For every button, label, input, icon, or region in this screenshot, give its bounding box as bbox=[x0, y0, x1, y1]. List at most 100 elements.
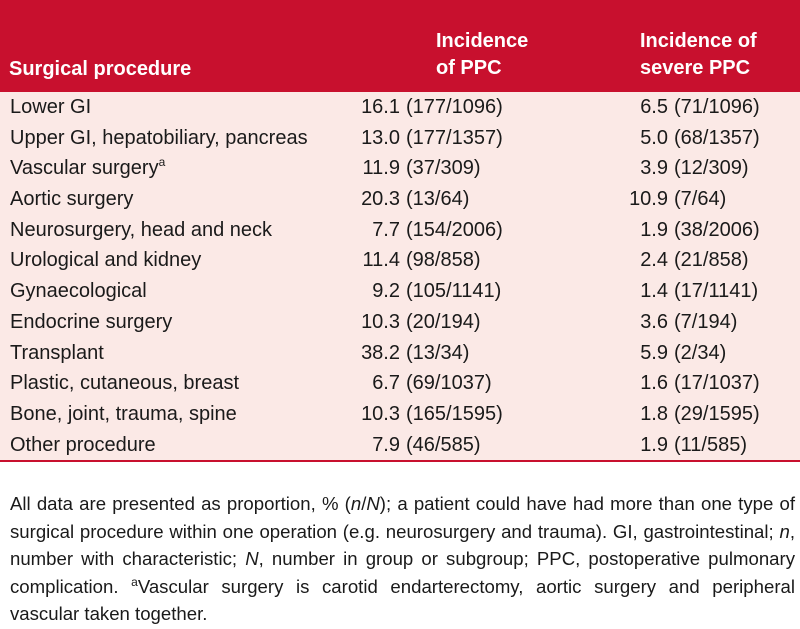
incidence-percent-cell: 10.3 bbox=[361, 307, 400, 338]
severe-percent-cell-text: 1.9 bbox=[640, 218, 668, 241]
incidence-fraction-cell: (69/1037) bbox=[406, 368, 492, 399]
severe-fraction-cell-text: (38/2006) bbox=[674, 218, 760, 241]
incidence-percent-cell: 7.9 bbox=[372, 430, 400, 461]
incidence-percent-cell-text: 13.0 bbox=[361, 126, 400, 149]
severe-fraction-cell: (38/2006) bbox=[674, 215, 760, 246]
incidence-percent-cell: 9.2 bbox=[372, 276, 400, 307]
table-row: Urological and kidney 11.4 (98/858) 2.4 (21/… bbox=[0, 245, 800, 276]
header-severe-line1: Incidence of bbox=[640, 30, 757, 52]
footnote-text: Vascular surgery is carotid endarterecto… bbox=[10, 575, 795, 625]
header-severe: Incidence of severe PPC bbox=[640, 28, 757, 82]
incidence-fraction-cell-text: (165/1595) bbox=[406, 402, 503, 425]
footnote-italic-N: N bbox=[245, 548, 259, 569]
severe-percent-cell-text: 5.0 bbox=[640, 126, 668, 149]
severe-fraction-cell-text: (2/34) bbox=[674, 341, 727, 364]
severe-fraction-cell: (2/34) bbox=[674, 338, 726, 369]
procedure-cell: Vascular surgerya bbox=[10, 153, 165, 184]
procedure-cell-text: Aortic surgery bbox=[10, 188, 134, 211]
incidence-percent-cell-text: 7.7 bbox=[372, 218, 400, 241]
table-row: Bone, joint, trauma, spine 10.3 (165/1595)… bbox=[0, 399, 800, 430]
procedure-cell: Upper GI, hepatobiliary, pancreas bbox=[10, 123, 308, 154]
footnote-italic-n: n bbox=[350, 493, 362, 514]
incidence-fraction-cell-text: (69/1037) bbox=[406, 372, 492, 395]
table-row: Other procedure 7.9 (46/585) 1.9 (11/585) bbox=[0, 430, 800, 461]
severe-fraction-cell: (7/64) bbox=[674, 184, 726, 215]
severe-percent-cell-text: 5.9 bbox=[640, 341, 668, 364]
procedure-cell: Lower GI bbox=[10, 92, 91, 123]
incidence-fraction-cell-text: (46/585) bbox=[406, 433, 481, 456]
incidence-fraction-cell-text: (154/2006) bbox=[406, 218, 503, 241]
procedure-cell: Urological and kidney bbox=[10, 245, 201, 276]
incidence-fraction-cell: (165/1595) bbox=[406, 399, 503, 430]
incidence-percent-cell-text: 7.9 bbox=[372, 433, 400, 456]
severe-percent-cell: 2.4 bbox=[640, 245, 668, 276]
incidence-percent-cell-text: 11.4 bbox=[362, 249, 400, 272]
footnote-italic-n: n bbox=[779, 520, 790, 542]
procedure-cell: Transplant bbox=[10, 338, 104, 369]
severe-percent-cell: 3.6 bbox=[640, 307, 668, 338]
severe-fraction-cell: (68/1357) bbox=[674, 123, 760, 154]
procedure-cell: Other procedure bbox=[10, 430, 156, 461]
header-incidence-line1: Incidence bbox=[436, 30, 529, 52]
severe-percent-cell: 3.9 bbox=[640, 153, 668, 184]
footnote-text: , number with characteristic; bbox=[10, 520, 795, 570]
severe-fraction-cell-text: (21/858) bbox=[674, 249, 749, 272]
severe-percent-cell: 1.8 bbox=[640, 399, 668, 430]
incidence-fraction-cell: (177/1357) bbox=[406, 123, 503, 154]
procedure-cell-text: Other procedure bbox=[10, 433, 156, 456]
severe-fraction-cell-text: (17/1037) bbox=[674, 372, 760, 395]
incidence-percent-cell-text: 10.3 bbox=[361, 402, 400, 425]
severe-percent-cell: 5.0 bbox=[640, 123, 668, 154]
severe-percent-cell: 1.6 bbox=[640, 368, 668, 399]
severe-percent-cell-text: 2.4 bbox=[640, 249, 668, 272]
severe-percent-cell: 10.9 bbox=[629, 184, 668, 215]
procedure-cell: Aortic surgery bbox=[10, 184, 133, 215]
severe-fraction-cell: (17/1141) bbox=[674, 276, 758, 307]
severe-percent-cell-text: 1.4 bbox=[640, 280, 668, 303]
procedure-cell-text: Plastic, cutaneous, breast bbox=[10, 372, 240, 395]
incidence-percent-cell: 10.3 bbox=[361, 399, 400, 430]
incidence-fraction-cell: (105/1141) bbox=[406, 276, 501, 307]
severe-fraction-cell: (71/1096) bbox=[674, 92, 760, 123]
table-row: Transplant 38.2 (13/34) 5.9 (2/34) bbox=[0, 338, 800, 369]
incidence-fraction-cell: (20/194) bbox=[406, 307, 481, 338]
incidence-percent-cell-text: 10.3 bbox=[361, 310, 400, 333]
severe-fraction-cell: (17/1037) bbox=[674, 368, 760, 399]
table-bottom-rule bbox=[0, 460, 800, 462]
procedure-cell-text: Vascular surgery bbox=[10, 157, 159, 180]
table-footnote: All data are presented as proportion, % … bbox=[10, 490, 795, 628]
incidence-percent-cell-text: 16.1 bbox=[361, 96, 400, 118]
severe-percent-cell-text: 1.6 bbox=[640, 372, 668, 395]
footnote-text: , number in group or subgroup; PPC, post… bbox=[10, 548, 795, 597]
severe-fraction-cell: (21/858) bbox=[674, 245, 749, 276]
table-body: Lower GI 16.1 (177/1096) 6.5 (71/1096) Upper … bbox=[0, 92, 800, 461]
table-header: Surgical procedure Incidence of PPC Inci… bbox=[0, 0, 800, 92]
header-incidence-line2: of PPC bbox=[436, 57, 502, 79]
incidence-fraction-cell-text: (177/1357) bbox=[406, 126, 503, 149]
severe-fraction-cell: (12/309) bbox=[674, 153, 749, 184]
severe-fraction-cell: (7/194) bbox=[674, 307, 737, 338]
footnote-superscript: a bbox=[131, 574, 138, 589]
incidence-percent-cell-text: 11.9 bbox=[362, 157, 400, 180]
footnote-text: All data are presented as proportion, % … bbox=[10, 493, 351, 514]
incidence-fraction-cell: (154/2006) bbox=[406, 215, 503, 246]
severe-fraction-cell-text: (7/64) bbox=[674, 188, 727, 211]
procedure-cell-text: Lower GI bbox=[10, 96, 92, 118]
procedure-cell-text: Transplant bbox=[10, 341, 104, 364]
severe-fraction-cell-text: (29/1595) bbox=[674, 402, 760, 425]
footnote-text: / bbox=[361, 493, 367, 514]
procedure-cell: Neurosurgery, head and neck bbox=[10, 215, 272, 246]
incidence-percent-cell: 20.3 bbox=[361, 184, 400, 215]
incidence-percent-cell: 16.1 bbox=[361, 92, 400, 123]
incidence-fraction-cell: (177/1096) bbox=[406, 92, 503, 123]
severe-fraction-cell: (11/585) bbox=[674, 430, 747, 461]
severe-fraction-cell: (29/1595) bbox=[674, 399, 760, 430]
incidence-fraction-cell: (37/309) bbox=[406, 153, 481, 184]
incidence-percent-cell: 11.9 bbox=[363, 153, 400, 184]
severe-fraction-cell-text: (7/194) bbox=[674, 310, 738, 333]
severe-percent-cell: 5.9 bbox=[640, 338, 668, 369]
incidence-fraction-cell: (13/34) bbox=[406, 338, 469, 369]
incidence-fraction-cell-text: (20/194) bbox=[406, 310, 481, 333]
procedure-cell: Bone, joint, trauma, spine bbox=[10, 399, 237, 430]
